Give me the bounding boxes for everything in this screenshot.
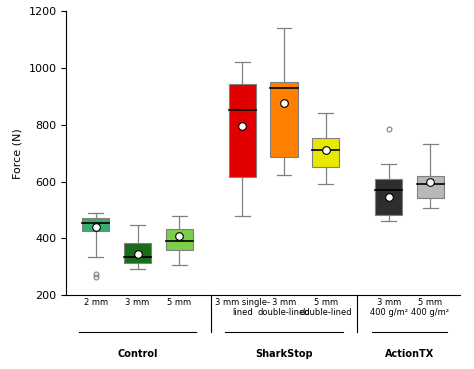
Text: 3 mm
double-lined: 3 mm double-lined: [258, 298, 310, 317]
Bar: [417, 176, 444, 198]
Bar: [312, 138, 339, 167]
Bar: [270, 82, 298, 156]
Bar: [166, 229, 193, 250]
Text: 3 mm
400 g/m²: 3 mm 400 g/m²: [370, 298, 408, 317]
Text: 5 mm: 5 mm: [167, 298, 191, 307]
Text: 2 mm: 2 mm: [83, 298, 108, 307]
Text: SharkStop: SharkStop: [255, 349, 313, 359]
Text: Control: Control: [117, 349, 158, 359]
Text: ActionTX: ActionTX: [385, 349, 434, 359]
Bar: [228, 83, 256, 177]
Text: 5 mm
double-lined: 5 mm double-lined: [300, 298, 352, 317]
Text: 5 mm
400 g/m²: 5 mm 400 g/m²: [411, 298, 449, 317]
Y-axis label: Force (N): Force (N): [13, 128, 23, 179]
Bar: [124, 243, 151, 263]
Bar: [375, 179, 402, 215]
Text: 3 mm single-
lined: 3 mm single- lined: [215, 298, 270, 317]
Bar: [82, 218, 109, 231]
Text: 3 mm: 3 mm: [126, 298, 150, 307]
